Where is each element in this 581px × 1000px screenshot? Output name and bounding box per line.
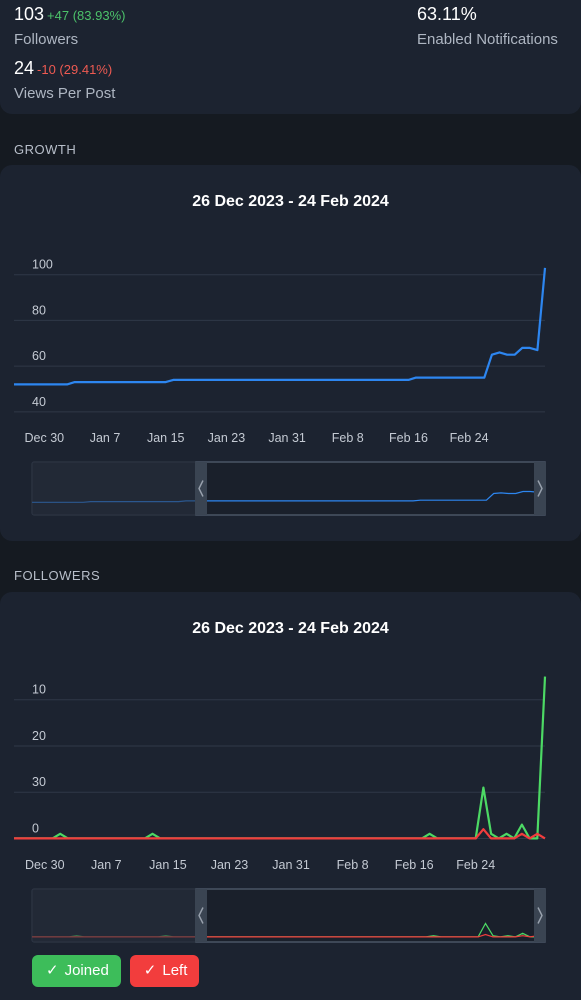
y-tick-label: 100: [32, 258, 53, 272]
x-tick-label: Feb 24: [456, 858, 495, 872]
followers-chart-card: 0 30 20 10 Dec 30 Jan 7 Jan 15 Jan 23 Jan 31 Feb …: [0, 592, 581, 1000]
legend-joined-label: Joined: [64, 962, 109, 979]
navigator-unselected: [32, 889, 196, 942]
navigator-left-handle[interactable]: [195, 462, 207, 515]
growth-chart: 40 60 80 100 Dec 30 Jan 7 Jan 15 Jan 23 Jan 31 Fe…: [14, 258, 547, 516]
navigator-unselected: [32, 462, 196, 515]
legend-left-label: Left: [162, 962, 188, 979]
followers-stat: 103 +47 (83.93%) Followers: [14, 4, 125, 48]
y-tick-label: 40: [32, 395, 46, 409]
navigator-left-handle[interactable]: [195, 889, 207, 942]
notifications-value: 63.11%: [417, 4, 477, 24]
notifications-stat: 63.11% Enabled Notifications: [417, 4, 558, 48]
x-tick-label: Jan 31: [268, 431, 306, 445]
growth-section-title: GROWTH: [14, 142, 77, 157]
views-count: 24: [14, 58, 35, 78]
followers-change: +47 (83.93%): [47, 8, 126, 23]
navigator-right-handle[interactable]: [534, 462, 546, 515]
chevron-right-icon: [537, 480, 543, 497]
y-tick-label: 30: [32, 775, 46, 789]
views-stat: 24 -10 (29.41%) Views Per Post: [14, 58, 115, 102]
chevron-right-icon: [537, 907, 543, 924]
views-change: -10 (29.41%): [37, 62, 113, 77]
series-line-0: [14, 267, 547, 386]
chevron-left-icon: [198, 907, 204, 924]
legend-joined-toggle[interactable]: ✓ Joined: [32, 955, 121, 987]
followers-legend: ✓ Joined ✓ Left: [32, 955, 200, 987]
y-tick-label: 10: [32, 683, 46, 697]
range-navigator[interactable]: [31, 461, 546, 516]
y-tick-label: 60: [32, 349, 46, 363]
x-tick-label: Jan 23: [208, 431, 246, 445]
legend-left-toggle[interactable]: ✓ Left: [129, 955, 200, 987]
x-tick-label: Dec 30: [25, 858, 65, 872]
notifications-label: Enabled Notifications: [417, 31, 558, 48]
y-tick-label: 80: [32, 303, 46, 317]
x-tick-label: Jan 31: [272, 858, 310, 872]
x-tick-label: Jan 15: [149, 858, 187, 872]
followers-section-title: FOLLOWERS: [14, 568, 101, 583]
followers-chart: 0 30 20 10 Dec 30 Jan 7 Jan 15 Jan 23 Jan 31 Feb …: [14, 676, 547, 943]
check-icon: ✓: [143, 962, 157, 979]
x-tick-label: Feb 16: [389, 431, 428, 445]
x-tick-label: Feb 8: [337, 858, 369, 872]
growth-chart-card: 40 60 80 100 Dec 30 Jan 7 Jan 15 Jan 23 Jan 31 Fe…: [0, 165, 581, 541]
x-tick-label: Jan 7: [91, 858, 122, 872]
followers-label: Followers: [14, 31, 79, 48]
x-tick-label: Feb 8: [332, 431, 364, 445]
series-line-left: [14, 828, 546, 840]
x-tick-label: Jan 23: [211, 858, 249, 872]
x-tick-label: Feb 16: [395, 858, 434, 872]
x-tick-label: Dec 30: [25, 431, 65, 445]
chevron-left-icon: [198, 480, 204, 497]
y-tick-label: 0: [32, 821, 39, 835]
range-navigator[interactable]: [31, 888, 546, 943]
growth-chart-title: 26 Dec 2023 - 24 Feb 2024: [192, 193, 389, 210]
navigator-right-handle[interactable]: [534, 889, 546, 942]
x-tick-label: Jan 15: [147, 431, 185, 445]
followers-count: 103: [14, 4, 45, 24]
views-label: Views Per Post: [14, 85, 116, 102]
series-line-joined: [14, 676, 547, 840]
check-icon: ✓: [46, 962, 59, 979]
stats-card: 103 +47 (83.93%) Followers 63.11% Enabled…: [0, 0, 581, 114]
x-tick-label: Feb 24: [450, 431, 489, 445]
followers-chart-title: 26 Dec 2023 - 24 Feb 2024: [192, 620, 389, 637]
y-tick-label: 20: [32, 729, 46, 743]
x-tick-label: Jan 7: [90, 431, 121, 445]
